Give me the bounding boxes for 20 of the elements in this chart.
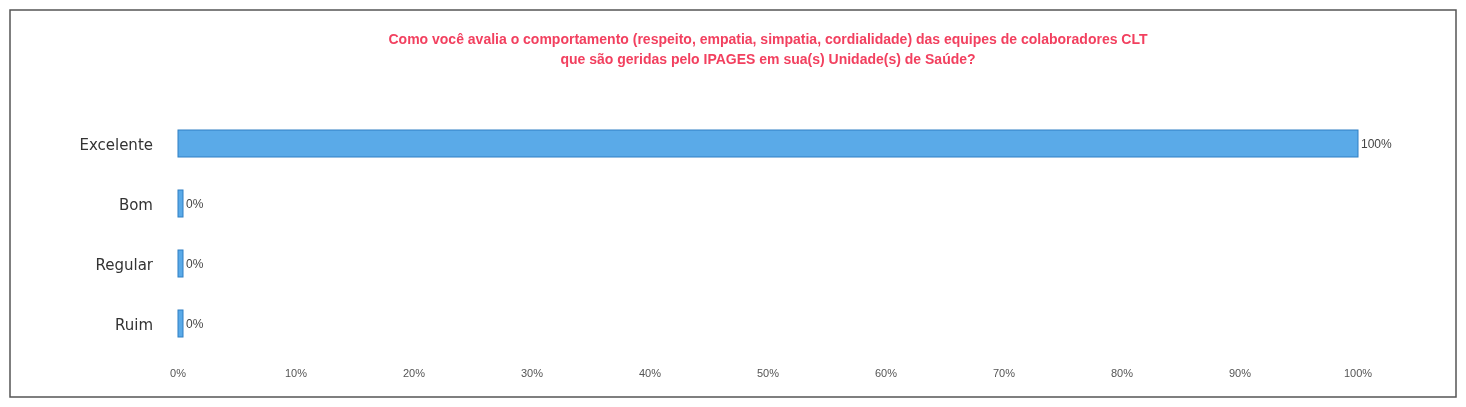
y-tick-label: Excelente bbox=[79, 135, 153, 154]
x-tick-label: 60% bbox=[874, 367, 898, 379]
x-tick-label: 0% bbox=[170, 367, 187, 379]
y-tick-label: Bom bbox=[118, 195, 153, 214]
x-tick-label: 70% bbox=[992, 367, 1016, 379]
x-tick-label: 40% bbox=[638, 367, 662, 379]
x-tick-label: 10% bbox=[284, 367, 308, 379]
y-tick-label: Ruim bbox=[114, 315, 153, 334]
x-tick-label: 100% bbox=[1343, 367, 1373, 379]
x-tick-label: 50% bbox=[756, 367, 780, 379]
data-label: 100% bbox=[1361, 136, 1393, 151]
x-tick-label: 80% bbox=[1110, 367, 1134, 379]
y-tick-label: Regular bbox=[95, 255, 154, 274]
x-tick-label: 30% bbox=[520, 367, 544, 379]
chart-title: Como você avalia o comportamento (respeito, empatia, simpatia, cordialidade) das equipes de colaboradores CLT que são geridas pelo IPAGES em sua(s) Unidade(s) de Saúde? bbox=[388, 31, 1148, 67]
data-label: 0% bbox=[186, 316, 204, 331]
data-label: 0% bbox=[186, 196, 204, 211]
data-label: 0% bbox=[186, 256, 204, 271]
x-tick-label: 90% bbox=[1228, 367, 1252, 379]
x-tick-label: 20% bbox=[402, 367, 426, 379]
